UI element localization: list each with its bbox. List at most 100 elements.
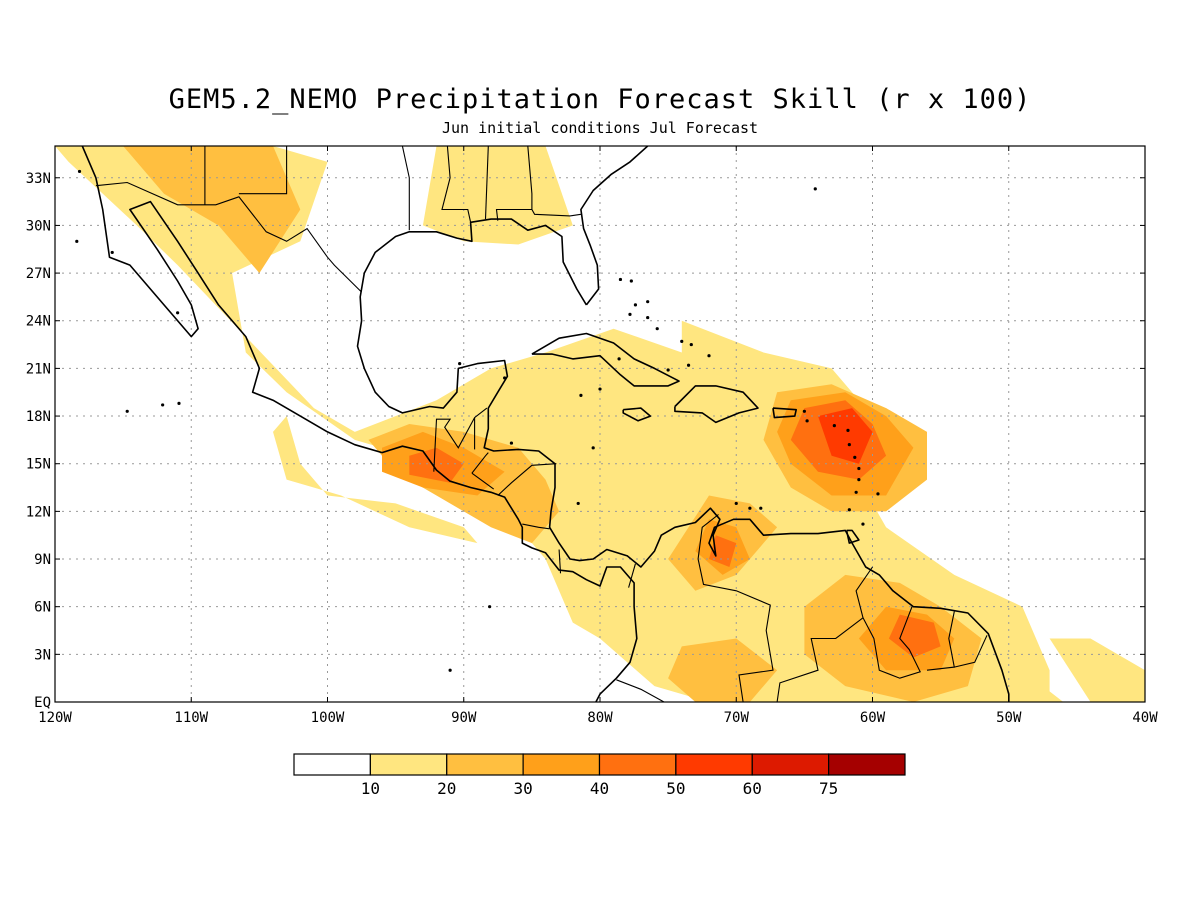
colorbar-label: 30 — [513, 779, 532, 798]
border-line — [862, 606, 921, 679]
small-island — [689, 342, 693, 347]
map-subtitle: Jun initial conditions Jul Forecast — [441, 119, 759, 137]
border-line — [441, 146, 472, 223]
border-line — [531, 209, 581, 217]
small-island — [618, 277, 623, 282]
colorbar-label: 10 — [361, 779, 380, 798]
colorbar-label: 20 — [437, 779, 456, 798]
small-island — [576, 501, 580, 506]
border-line — [558, 549, 562, 574]
lat-tick-label: 12N — [26, 504, 51, 520]
coastline — [845, 529, 860, 544]
small-island — [448, 668, 452, 672]
lat-tick-label: 15N — [26, 457, 51, 473]
coastline — [622, 407, 652, 422]
skill-region-19 — [818, 408, 873, 464]
lat-tick-label: 9N — [34, 552, 51, 568]
coastline — [674, 385, 759, 424]
political-borders — [95, 146, 988, 702]
lon-tick-label: 90W — [451, 710, 477, 726]
skill-region-1 — [422, 146, 573, 245]
lat-tick-label: EQ — [34, 695, 51, 711]
lat-lon-grid — [55, 146, 1145, 702]
small-island — [161, 403, 165, 407]
border-line — [776, 566, 873, 702]
lat-tick-label: 3N — [34, 647, 51, 663]
lon-tick-label: 100W — [311, 710, 345, 726]
colorbar-box — [522, 753, 601, 776]
small-island — [579, 393, 583, 398]
small-island — [857, 478, 861, 482]
small-island — [458, 362, 462, 366]
coastline — [772, 407, 798, 419]
small-island — [125, 409, 129, 413]
small-island — [832, 423, 836, 428]
border-line — [238, 146, 288, 195]
colorbar-box — [446, 753, 524, 776]
colorbar: 10 20 30 40 50 60 75 — [293, 753, 906, 798]
small-island — [686, 363, 691, 367]
skill-region-18 — [888, 614, 941, 658]
colorbar-box — [675, 753, 753, 776]
border-line — [616, 679, 665, 702]
colorbar-box — [598, 753, 677, 776]
small-island — [847, 443, 851, 447]
border-line — [522, 523, 550, 530]
colorbar-box — [751, 753, 830, 776]
border-line — [954, 635, 988, 668]
axis-ticks: EQ 3N 6N 9N 12N 15N 18N 21N 24N 27N 30N 33N 120W 110W… — [26, 146, 1158, 726]
small-island — [509, 441, 514, 445]
small-island — [707, 354, 711, 358]
small-island — [646, 315, 650, 320]
small-island — [876, 492, 880, 496]
lon-tick-label: 120W — [38, 710, 72, 726]
border-line — [471, 452, 489, 474]
skill-region-2 — [273, 416, 478, 544]
small-island — [802, 409, 806, 413]
small-island — [853, 455, 857, 459]
lon-tick-label: 40W — [1132, 710, 1158, 726]
small-island — [857, 466, 861, 471]
border-line — [628, 563, 636, 588]
colorbar-box — [828, 753, 906, 776]
lon-tick-label: 70W — [724, 710, 750, 726]
small-island — [177, 401, 181, 405]
border-line — [697, 514, 774, 702]
small-island — [617, 357, 621, 361]
border-line — [497, 463, 557, 496]
skill-region-15 — [409, 447, 464, 483]
small-island — [110, 250, 114, 255]
lat-tick-label: 6N — [34, 600, 51, 616]
coastline — [81, 146, 638, 702]
lon-tick-label: 110W — [174, 710, 208, 726]
border-line — [471, 472, 495, 490]
small-island — [748, 506, 752, 510]
coastline — [580, 146, 649, 306]
small-island — [633, 303, 638, 307]
small-island — [629, 279, 633, 283]
small-island — [846, 428, 850, 432]
colorbar-label: 60 — [743, 779, 762, 798]
small-island — [805, 419, 809, 423]
border-line — [926, 611, 955, 671]
small-island — [759, 506, 763, 510]
small-island — [77, 169, 82, 174]
small-island — [655, 327, 659, 331]
colorbar-label: 40 — [590, 779, 609, 798]
small-island — [666, 368, 670, 372]
lat-tick-label: 24N — [26, 314, 51, 330]
small-island — [861, 522, 865, 526]
colorbar-box — [293, 753, 371, 776]
small-island — [591, 446, 595, 450]
lon-tick-label: 80W — [587, 710, 613, 726]
lon-tick-label: 50W — [996, 710, 1022, 726]
map-title: GEM5.2_NEMO Precipitation Forecast Skill… — [168, 84, 1032, 115]
border-line — [95, 181, 362, 293]
colorbar-label: 50 — [666, 779, 685, 798]
small-island — [847, 508, 851, 512]
small-island — [488, 605, 492, 609]
small-island — [598, 387, 602, 391]
small-island — [854, 490, 858, 494]
small-island — [176, 311, 180, 315]
small-island — [75, 239, 79, 243]
